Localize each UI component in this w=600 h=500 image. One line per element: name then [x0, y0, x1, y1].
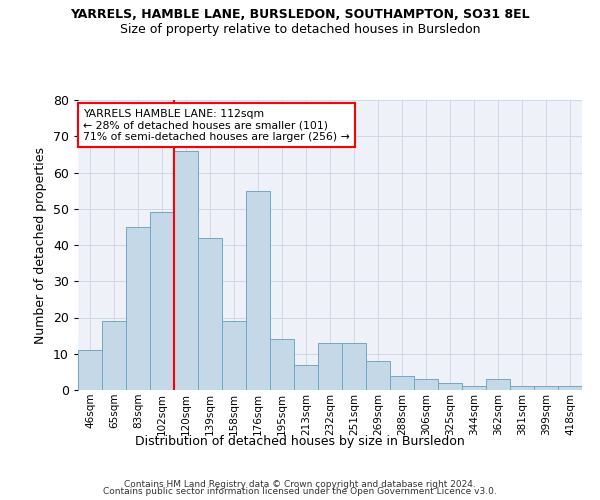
Bar: [366, 361, 390, 390]
Bar: [270, 339, 294, 390]
Y-axis label: Number of detached properties: Number of detached properties: [34, 146, 47, 344]
Bar: [174, 151, 198, 390]
Bar: [558, 386, 582, 390]
Text: YARRELS HAMBLE LANE: 112sqm
← 28% of detached houses are smaller (101)
71% of se: YARRELS HAMBLE LANE: 112sqm ← 28% of det…: [83, 108, 350, 142]
Bar: [294, 364, 318, 390]
Bar: [462, 386, 486, 390]
Bar: [318, 343, 342, 390]
Bar: [246, 190, 270, 390]
Bar: [342, 343, 366, 390]
Bar: [78, 350, 102, 390]
Bar: [126, 227, 150, 390]
Bar: [198, 238, 222, 390]
Bar: [534, 386, 558, 390]
Bar: [390, 376, 414, 390]
Bar: [438, 383, 462, 390]
Text: Size of property relative to detached houses in Bursledon: Size of property relative to detached ho…: [120, 22, 480, 36]
Bar: [510, 386, 534, 390]
Text: Contains HM Land Registry data © Crown copyright and database right 2024.: Contains HM Land Registry data © Crown c…: [124, 480, 476, 489]
Bar: [102, 321, 126, 390]
Text: YARRELS, HAMBLE LANE, BURSLEDON, SOUTHAMPTON, SO31 8EL: YARRELS, HAMBLE LANE, BURSLEDON, SOUTHAM…: [70, 8, 530, 20]
Text: Distribution of detached houses by size in Bursledon: Distribution of detached houses by size …: [135, 435, 465, 448]
Bar: [486, 379, 510, 390]
Bar: [222, 321, 246, 390]
Bar: [414, 379, 438, 390]
Text: Contains public sector information licensed under the Open Government Licence v3: Contains public sector information licen…: [103, 488, 497, 496]
Bar: [150, 212, 174, 390]
